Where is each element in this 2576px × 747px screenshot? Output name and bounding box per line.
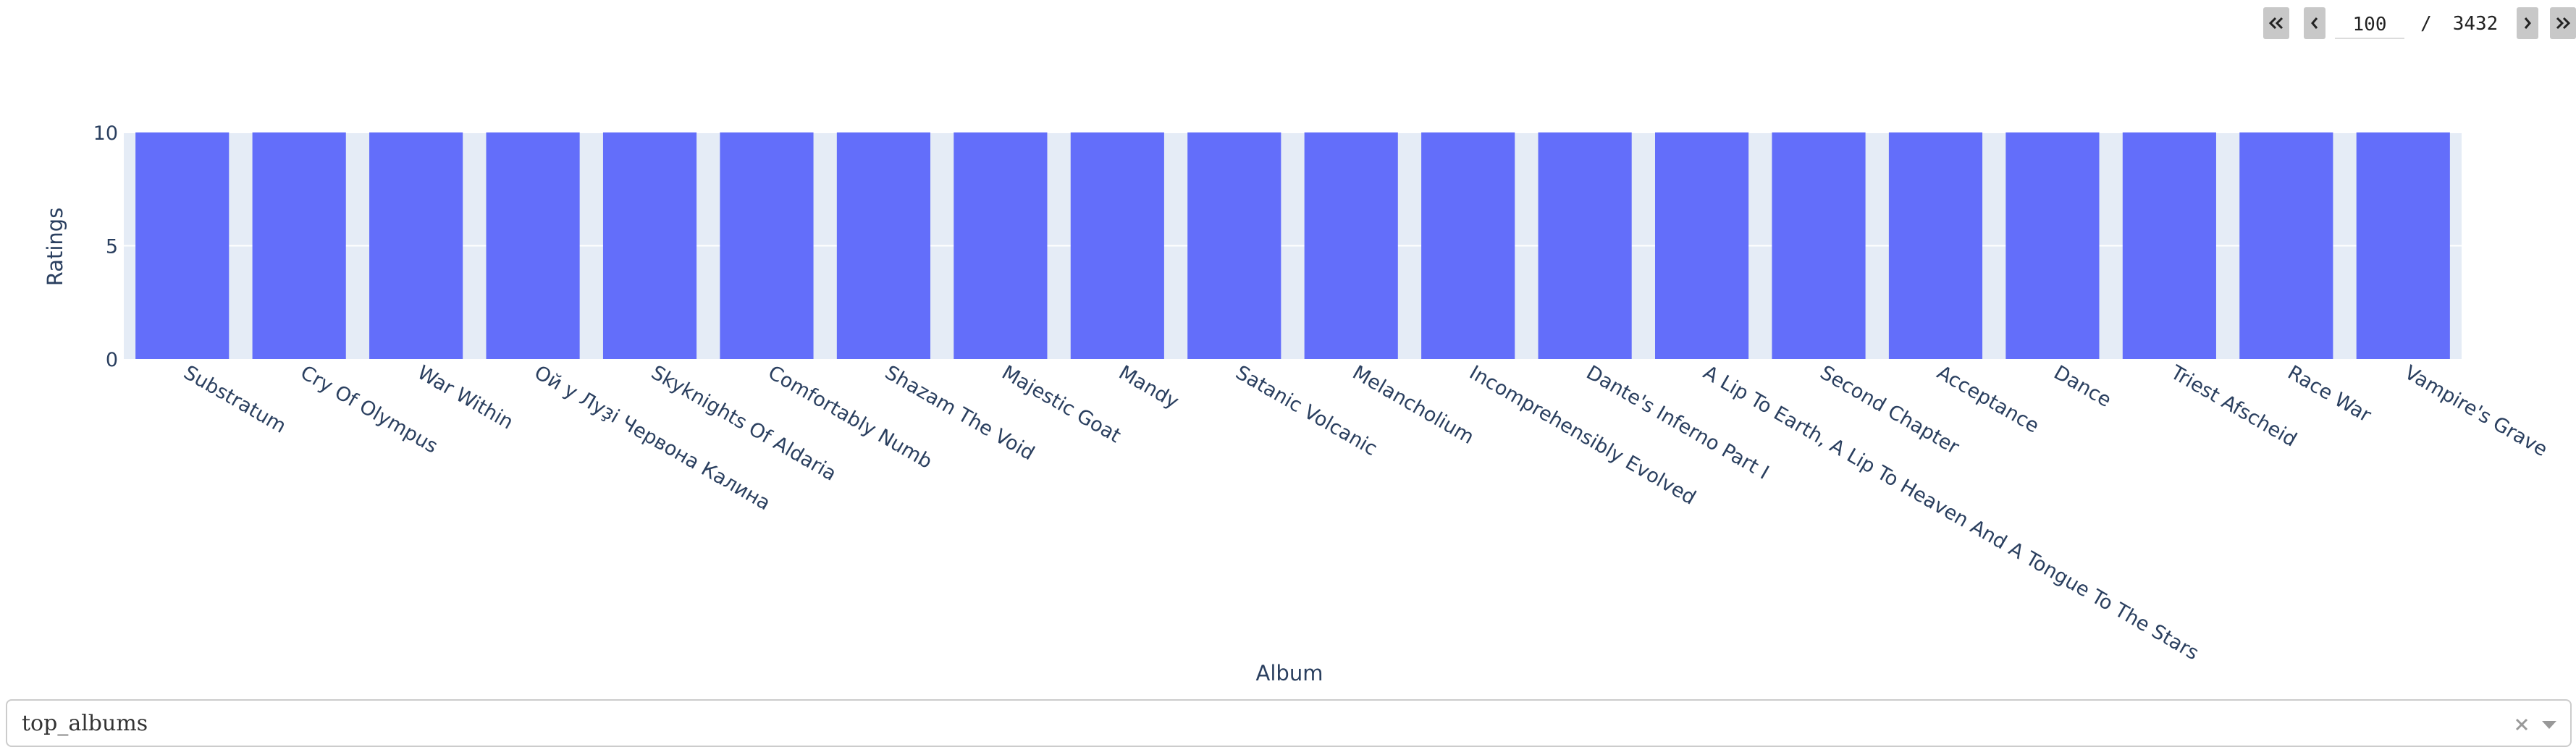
total-pages: 3432	[2452, 13, 2499, 35]
bar[interactable]	[1654, 132, 1749, 359]
x-axis-title: Album	[1256, 661, 1323, 685]
bar[interactable]	[2005, 132, 2100, 359]
bar[interactable]	[602, 132, 697, 359]
x-tick-label: Skyknights Of Aldaria	[647, 361, 840, 486]
x-tick-label: Incomprehensibly Evolved	[1465, 361, 1699, 510]
bar[interactable]	[369, 132, 463, 359]
bar[interactable]	[1187, 132, 1281, 359]
x-tick-label: Acceptance	[1933, 361, 2043, 437]
bar[interactable]	[2122, 132, 2216, 359]
y-tick-label: 0	[106, 349, 118, 371]
chevron-right-icon	[2524, 17, 2531, 29]
close-icon[interactable]	[2511, 714, 2533, 735]
bar[interactable]	[252, 132, 346, 359]
bar[interactable]	[1772, 132, 1866, 359]
x-tick-label: A Lip To Earth, A Lip To Heaven And A To…	[1699, 361, 2202, 664]
y-tick-labels: 0 5 10	[93, 122, 118, 371]
next-page-button[interactable]	[2517, 7, 2538, 39]
x-tick-label: Substratum	[180, 361, 290, 438]
bar[interactable]	[2239, 132, 2333, 359]
bar[interactable]	[720, 132, 814, 359]
first-page-button[interactable]	[2263, 7, 2289, 39]
double-chevron-right-icon	[2556, 17, 2571, 30]
previous-page-button[interactable]	[2304, 7, 2325, 39]
x-tick-label: Vampire's Grave	[2401, 361, 2551, 461]
x-tick-label: Dance	[2050, 361, 2115, 412]
double-chevron-left-icon	[2268, 17, 2284, 30]
y-tick-label: 5	[106, 236, 118, 258]
bar[interactable]	[1070, 132, 1164, 359]
y-tick-label: 10	[93, 122, 118, 145]
bar[interactable]	[1888, 132, 1983, 359]
last-page-button[interactable]	[2550, 7, 2576, 39]
bars	[135, 132, 2450, 359]
bar[interactable]	[954, 132, 1048, 359]
pagination: / 3432	[2263, 7, 2576, 39]
bar[interactable]	[1304, 132, 1398, 359]
bar[interactable]	[135, 132, 230, 359]
x-tick-label: Race War	[2284, 361, 2375, 427]
x-tick-label: Ой у Луҙі Червона Калина	[531, 361, 775, 515]
bar[interactable]	[2356, 132, 2450, 359]
x-tick-label: Dante's Inferno Part I	[1583, 361, 1773, 484]
dataset-select[interactable]: top_albums	[6, 699, 2572, 747]
x-tick-label: War Within	[413, 361, 517, 434]
page-separator: /	[2420, 13, 2432, 35]
chevron-left-icon	[2311, 17, 2318, 29]
page-number-input[interactable]	[2335, 12, 2404, 39]
x-tick-label: Triest Afscheid	[2166, 361, 2300, 452]
caret-down-icon[interactable]	[2538, 714, 2560, 735]
x-tick-label: Mandy	[1115, 361, 1183, 413]
bar[interactable]	[836, 132, 931, 359]
y-axis-title: Ratings	[43, 208, 67, 287]
bar[interactable]	[1421, 132, 1515, 359]
bar[interactable]	[486, 132, 580, 359]
dataset-select-value: top_albums	[22, 711, 148, 736]
bar[interactable]	[1538, 132, 1632, 359]
